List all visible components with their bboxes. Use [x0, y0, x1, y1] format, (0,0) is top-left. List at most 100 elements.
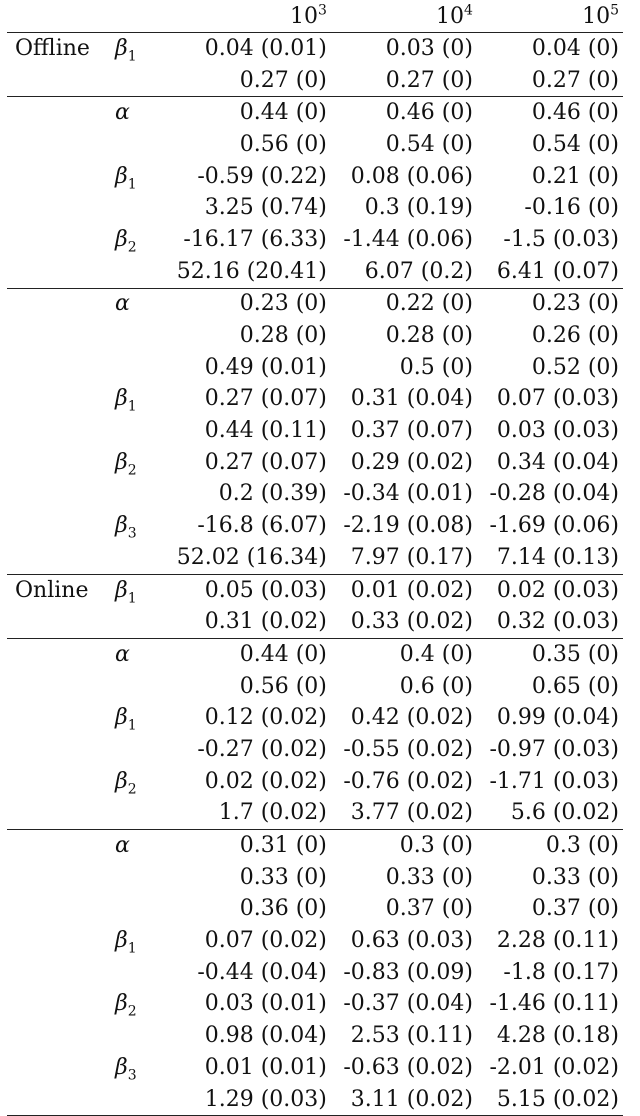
parameter-subscript: 1	[127, 940, 137, 957]
group-label	[7, 256, 111, 288]
group-label	[7, 1083, 111, 1116]
group-label	[7, 766, 111, 798]
parameter-symbol: β	[115, 928, 128, 954]
value-cell: 0.27 (0)	[531, 67, 619, 93]
value-cell: 0.37 (0)	[531, 896, 619, 922]
value-cell: 0.54 (0)	[531, 131, 619, 157]
value-cell: -0.16 (0)	[524, 195, 619, 221]
value-cell: -0.28 (0.04)	[489, 481, 619, 507]
table-row: Online β1 0.05 (0.03) 0.01 (0.02) 0.02 (0.03…	[7, 573, 623, 607]
parameter-label	[111, 256, 163, 288]
parameter-label: β1	[111, 702, 163, 734]
parameter-label	[111, 957, 163, 989]
value-cell: 0.56 (0)	[239, 131, 327, 157]
value-cell: 5.15 (0.02)	[476, 1083, 623, 1116]
value-cell: 0.03 (0.03)	[496, 418, 619, 444]
value-cell: -1.44 (0.06)	[343, 226, 473, 252]
table-row: β2 0.27 (0.07) 0.29 (0.02) 0.34 (0.04)	[7, 447, 623, 479]
parameter-symbol: α	[115, 833, 130, 859]
parameter-label: β1	[111, 161, 163, 193]
parameter-label	[111, 862, 163, 894]
value-cell: 0.44 (0.11)	[204, 418, 327, 444]
value-cell: 0.31 (0.04)	[350, 386, 473, 412]
parameter-symbol: α	[115, 641, 130, 667]
value-cell: 0.23 (0)	[476, 287, 623, 321]
parameter-label: β3	[111, 510, 163, 542]
parameter-symbol: β	[115, 163, 128, 189]
group-label	[7, 1020, 111, 1052]
value-cell: 0.42 (0.02)	[350, 705, 473, 731]
table-row: 1.29 (0.03) 3.11 (0.02) 5.15 (0.02)	[7, 1083, 623, 1116]
value-cell: 7.97 (0.17)	[350, 544, 473, 570]
value-cell: 0.27 (0)	[385, 67, 473, 93]
parameter-label	[111, 65, 163, 97]
table-row: 3.25 (0.74) 0.3 (0.19) -0.16 (0)	[7, 192, 623, 224]
value-cell: -1.71 (0.03)	[489, 768, 619, 794]
value-cell: 3.25 (0.74)	[204, 195, 327, 221]
value-cell: 0.44 (0)	[163, 96, 331, 130]
group-label	[7, 287, 111, 321]
value-cell: 0.63 (0.03)	[350, 928, 473, 954]
table-row: β1 -0.59 (0.22) 0.08 (0.06) 0.21 (0)	[7, 161, 623, 193]
table-row: 0.36 (0) 0.37 (0) 0.37 (0)	[7, 894, 623, 926]
value-cell: 0.33 (0)	[531, 864, 619, 890]
table-row: β3 -16.8 (6.07) -2.19 (0.08) -1.69 (0.06)	[7, 510, 623, 542]
group-label	[7, 989, 111, 1021]
table-row: -0.27 (0.02) -0.55 (0.02) -0.97 (0.03)	[7, 734, 623, 766]
table-row: 0.98 (0.04) 2.53 (0.11) 4.28 (0.18)	[7, 1020, 623, 1052]
header-param-cell	[111, 0, 163, 33]
value-cell: 0.08 (0.06)	[350, 163, 473, 189]
parameter-symbol: β	[115, 226, 128, 252]
value-cell: 0.33 (0)	[385, 864, 473, 890]
value-cell: -0.59 (0.22)	[197, 163, 327, 189]
value-cell: 0.33 (0.02)	[350, 609, 473, 635]
value-cell: 6.07 (0.2)	[364, 258, 473, 284]
parameter-label: β1	[111, 33, 163, 65]
group-label	[7, 65, 111, 97]
parameter-subscript: 1	[127, 589, 137, 606]
table-row: 0.2 (0.39) -0.34 (0.01) -0.28 (0.04)	[7, 479, 623, 511]
value-cell: 0.04 (0.01)	[204, 35, 327, 61]
group-label: Online	[7, 573, 111, 607]
value-cell: 5.6 (0.02)	[510, 800, 619, 826]
value-cell: 0.56 (0)	[239, 673, 327, 699]
parameter-label: β2	[111, 989, 163, 1021]
group-label	[7, 1052, 111, 1084]
value-cell: 0.27 (0.07)	[204, 386, 327, 412]
parameter-symbol: β	[115, 386, 128, 412]
parameter-label	[111, 542, 163, 574]
value-cell: -1.69 (0.06)	[489, 513, 619, 539]
value-cell: 0.07 (0.03)	[496, 386, 619, 412]
parameter-symbol: β	[115, 35, 128, 61]
parameter-subscript: 1	[127, 717, 137, 734]
value-cell: 0.31 (0)	[163, 829, 331, 862]
value-cell: -2.19 (0.08)	[343, 513, 473, 539]
table-row: 0.27 (0) 0.27 (0) 0.27 (0)	[7, 65, 623, 97]
parameter-subscript: 1	[127, 175, 137, 192]
table-row: 1.7 (0.02) 3.77 (0.02) 5.6 (0.02)	[7, 798, 623, 830]
value-cell: 0.05 (0.03)	[163, 573, 331, 607]
value-cell: -1.46 (0.11)	[489, 991, 619, 1017]
column-header: 105	[476, 0, 623, 33]
table-row: 0.56 (0) 0.54 (0) 0.54 (0)	[7, 129, 623, 161]
parameter-subscript: 3	[127, 525, 137, 542]
group-label	[7, 447, 111, 479]
group-label	[7, 734, 111, 766]
table-row: β2 0.03 (0.01) -0.37 (0.04) -1.46 (0.11)	[7, 989, 623, 1021]
column-header: 103	[163, 0, 331, 33]
group-label	[7, 129, 111, 161]
value-cell: 0.37 (0)	[385, 896, 473, 922]
value-cell: 1.7 (0.02)	[218, 800, 327, 826]
parameter-label	[111, 671, 163, 703]
group-label	[7, 161, 111, 193]
group-label	[7, 510, 111, 542]
table-row: 0.31 (0.02) 0.33 (0.02) 0.32 (0.03)	[7, 606, 623, 638]
group-label: Offline	[15, 35, 90, 61]
table-row: β1 0.27 (0.07) 0.31 (0.04) 0.07 (0.03)	[7, 384, 623, 416]
value-cell: -0.55 (0.02)	[343, 736, 473, 762]
header-row: 103 104 105	[7, 0, 623, 33]
column-header: 104	[330, 0, 477, 33]
value-cell: 4.28 (0.18)	[496, 1023, 619, 1049]
value-cell: 0.33 (0)	[239, 864, 327, 890]
table-body: Offline β1 0.04 (0.01) 0.03 (0) 0.04 (0) 0.27…	[7, 33, 623, 1116]
